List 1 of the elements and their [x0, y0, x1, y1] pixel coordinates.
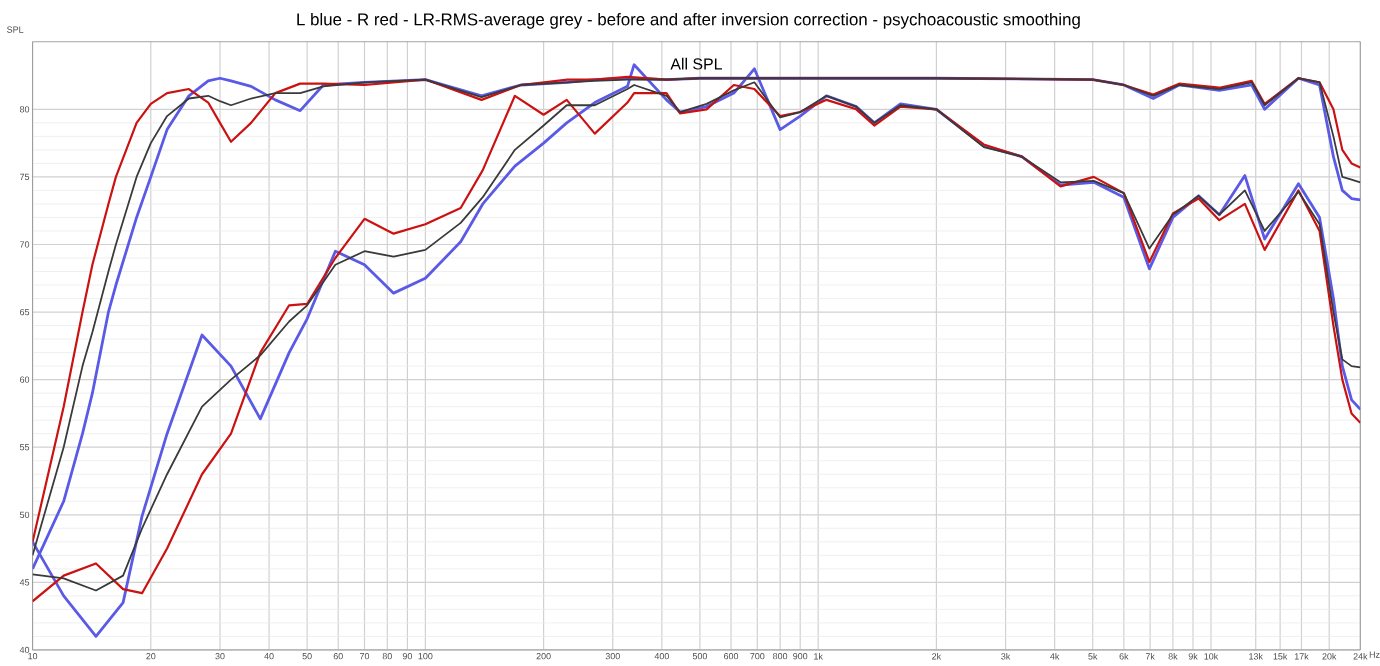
chart-title: L blue - R red - LR-RMS-average grey - before and after inversion correction - psychoacoustic smoothing	[297, 12, 1080, 29]
